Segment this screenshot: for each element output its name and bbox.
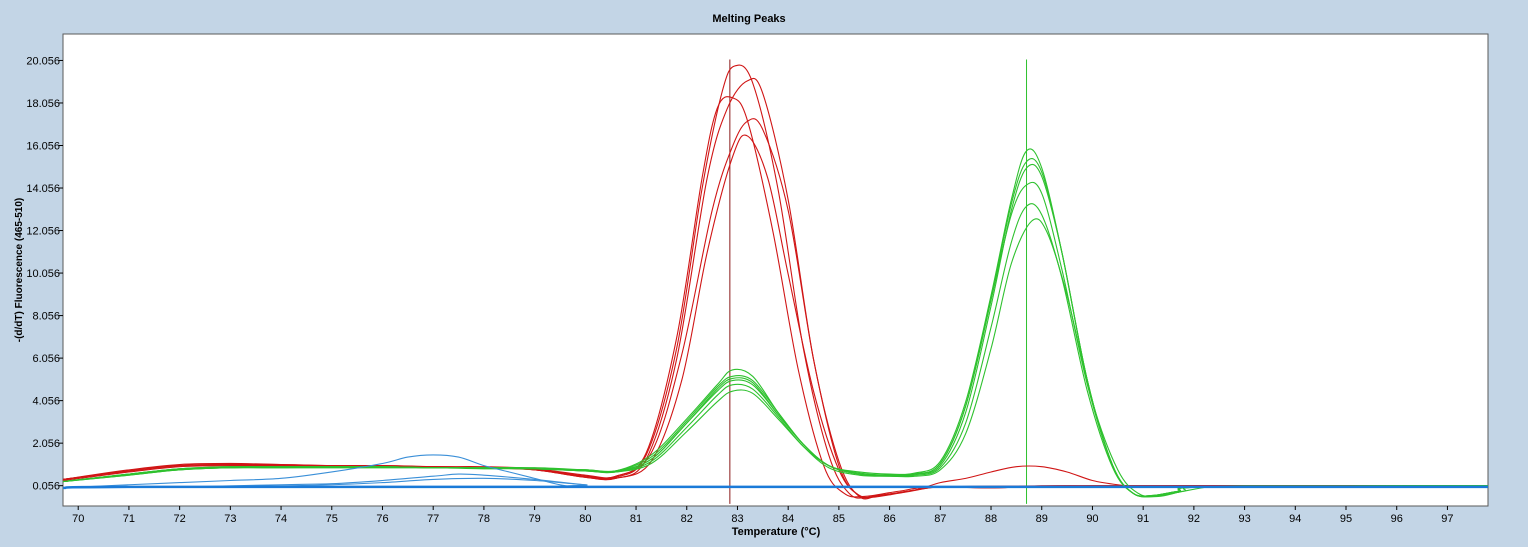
x-tick-label: 74 [275, 513, 287, 525]
y-tick-label: 0.056 [32, 481, 60, 493]
x-tick-label: 90 [1086, 513, 1098, 525]
y-tick-label: 8.056 [32, 311, 60, 323]
x-tick-label: 93 [1238, 513, 1250, 525]
series-lines [62, 64, 1489, 500]
y-tick-label: 6.056 [32, 353, 60, 365]
y-tick-label: 2.056 [32, 438, 60, 450]
x-tick-label: 79 [528, 513, 540, 525]
x-tick-label: 91 [1137, 513, 1149, 525]
y-axis-label: -(d/dT) Fluorescence (465-510) [14, 198, 25, 342]
x-tick-label: 77 [427, 513, 439, 525]
x-tick-label: 76 [376, 513, 388, 525]
x-tick-label: 78 [478, 513, 490, 525]
plot-area [62, 33, 1489, 507]
x-tick-label: 96 [1391, 513, 1403, 525]
x-tick-label: 94 [1289, 513, 1301, 525]
series-line-10[interactable] [62, 158, 1489, 498]
y-tick-label: 18.056 [26, 98, 60, 110]
x-tick-label: 70 [72, 513, 84, 525]
x-tick-label: 87 [934, 513, 946, 525]
marker-lines [729, 59, 1028, 504]
x-tick-label: 75 [326, 513, 338, 525]
x-tick-label: 89 [1036, 513, 1048, 525]
x-tick-label: 85 [833, 513, 845, 525]
x-tick-label: 72 [174, 513, 186, 525]
x-tick-label: 88 [985, 513, 997, 525]
x-tick-label: 97 [1441, 513, 1453, 525]
chart-title: Melting Peaks [712, 13, 785, 25]
x-tick-label: 81 [630, 513, 642, 525]
y-tick-label: 4.056 [32, 396, 60, 408]
x-tick-label: 71 [123, 513, 135, 525]
x-tick-label: 73 [224, 513, 236, 525]
axis-ticks: 70 71 72 73 74 75 76 77 78 79 80 81 82 83 84 85 86 87 88 89… [26, 55, 1453, 525]
x-tick-label: 84 [782, 513, 794, 525]
x-tick-label: 86 [883, 513, 895, 525]
x-tick-label: 83 [731, 513, 743, 525]
y-tick-label: 14.056 [26, 183, 60, 195]
x-tick-label: 95 [1340, 513, 1352, 525]
x-tick-label: 92 [1188, 513, 1200, 525]
x-axis-label: Temperature (°C) [732, 526, 821, 538]
y-tick-label: 10.056 [26, 268, 60, 280]
series-line-14[interactable] [62, 485, 1488, 490]
y-tick-label: 20.056 [26, 55, 60, 67]
y-tick-label: 12.056 [26, 226, 60, 238]
x-tick-label: 80 [579, 513, 591, 525]
y-tick-label: 16.056 [26, 140, 60, 152]
x-tick-label: 82 [681, 513, 693, 525]
